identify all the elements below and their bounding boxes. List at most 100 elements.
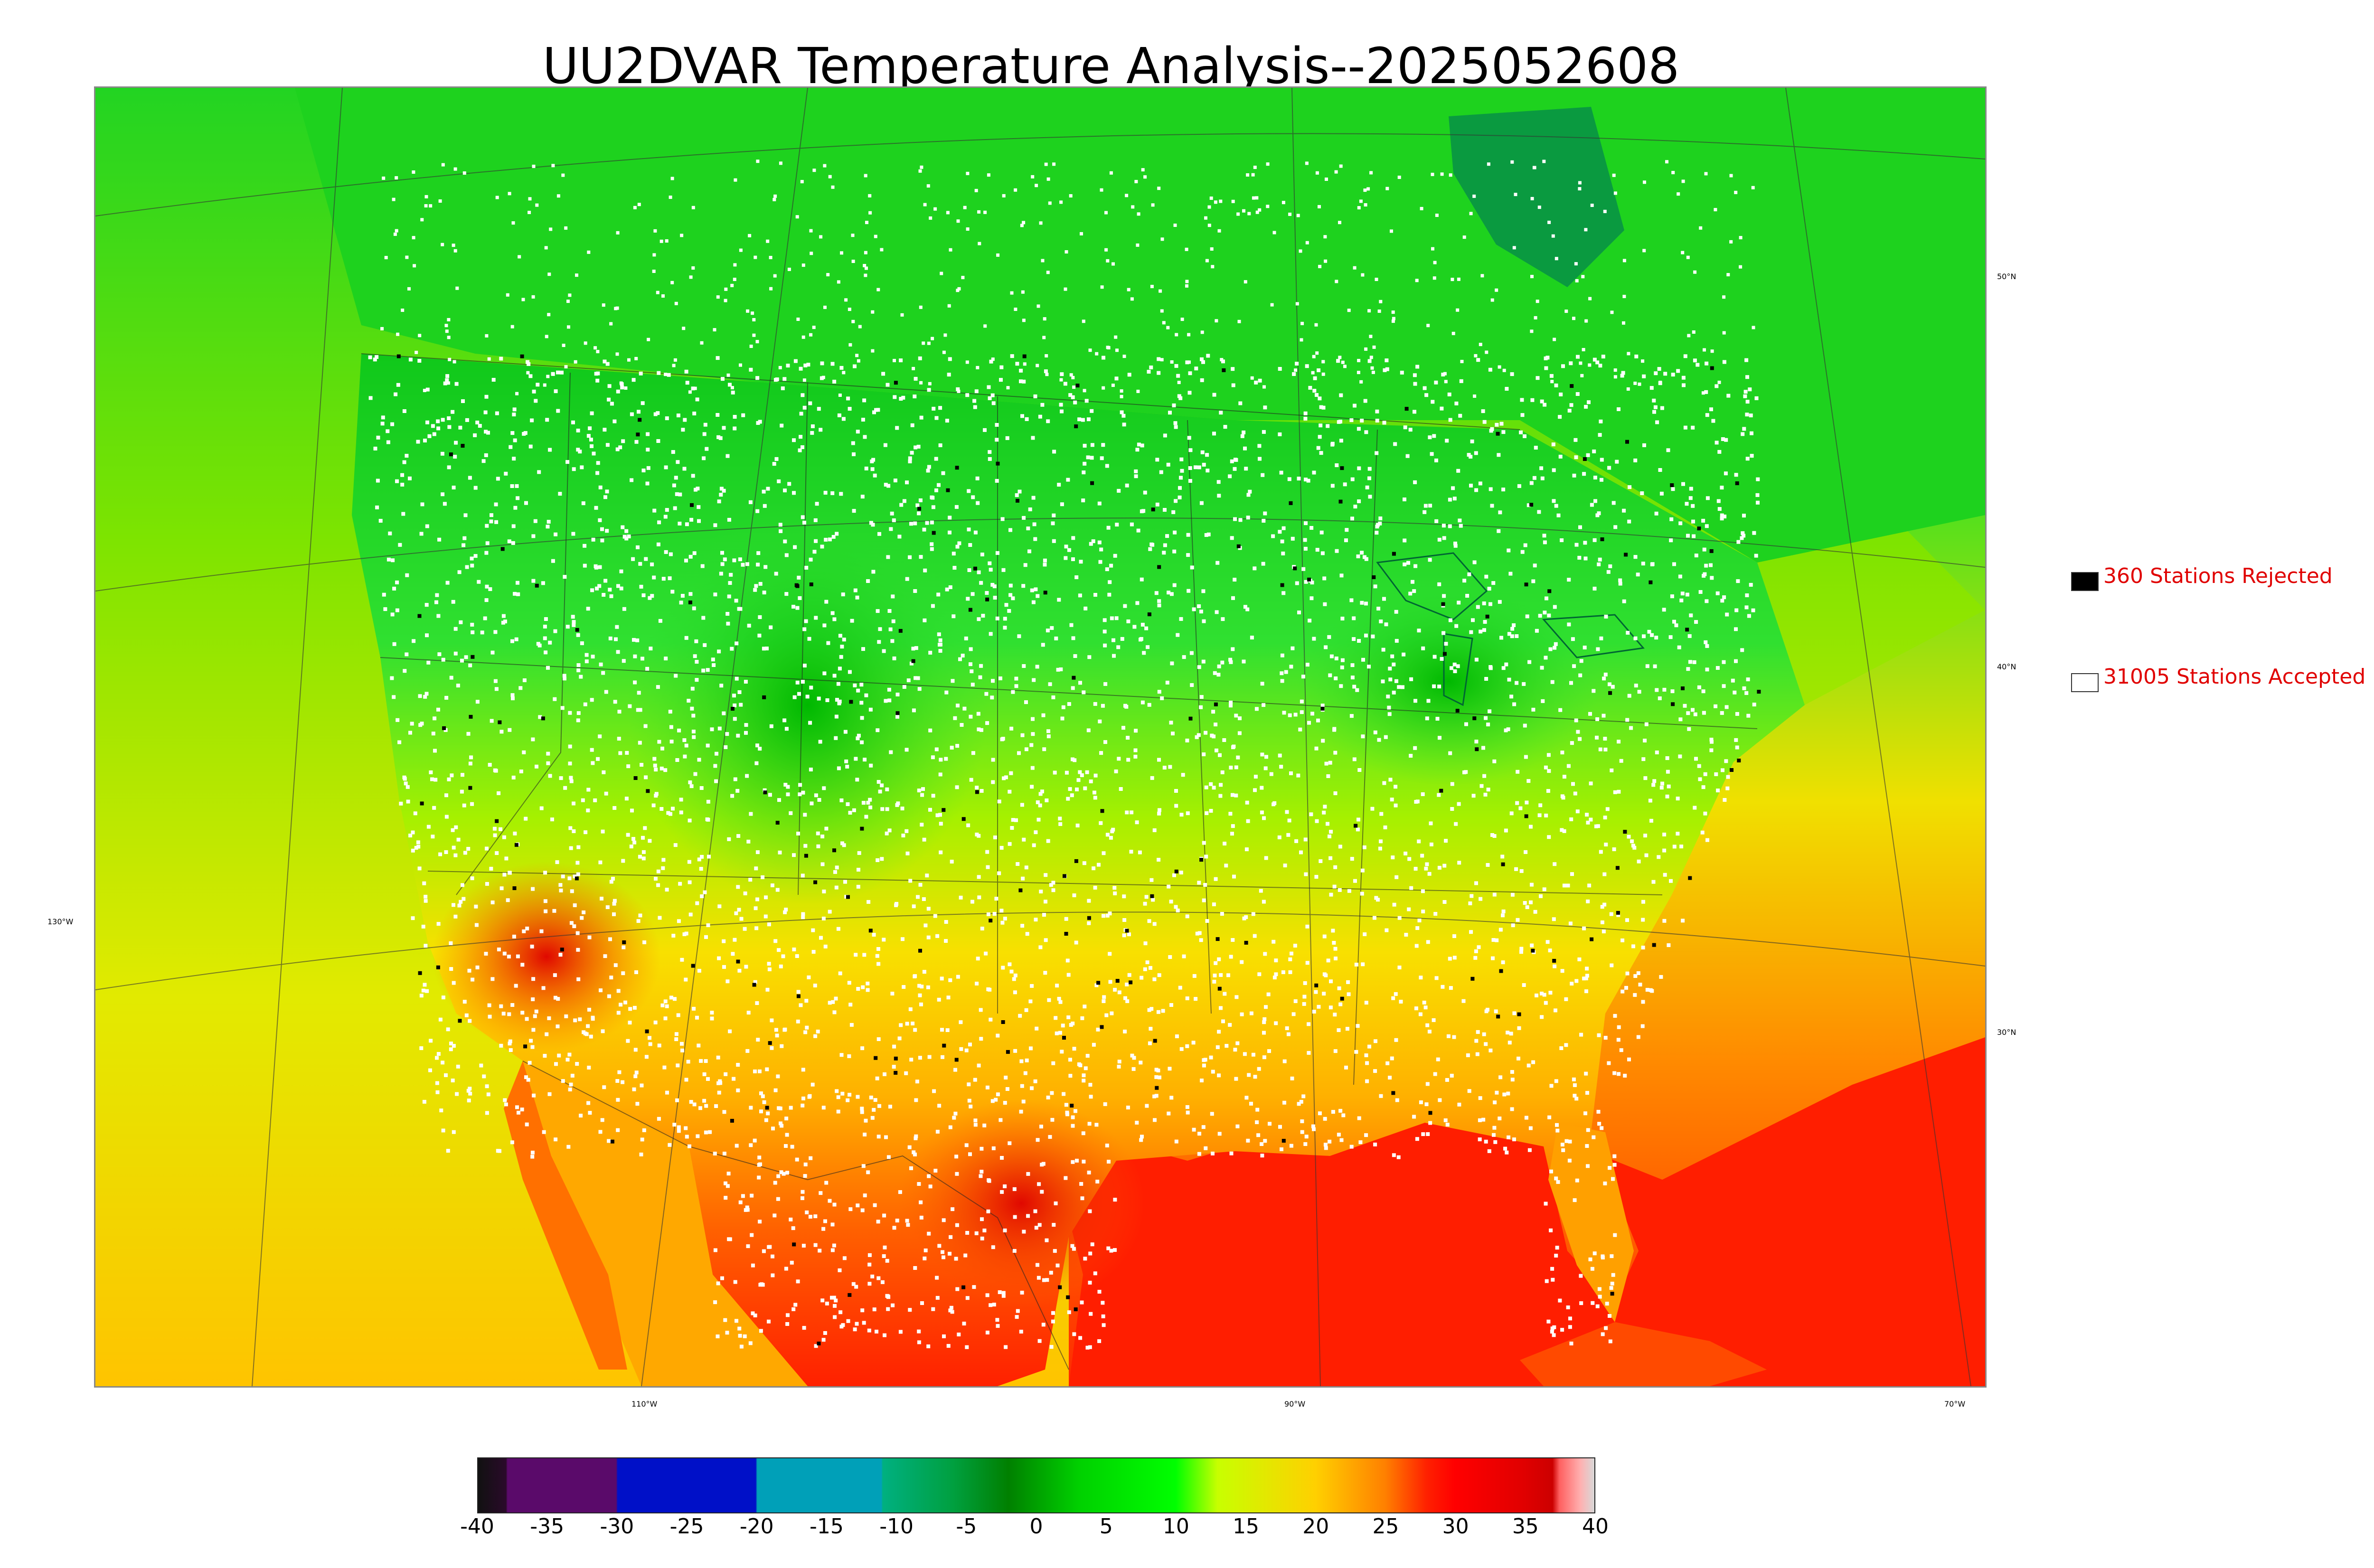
station-marker-accepted	[1578, 737, 1582, 741]
station-marker-rejected	[1280, 583, 1284, 587]
station-marker-accepted	[1285, 810, 1289, 814]
station-marker-accepted	[624, 529, 629, 533]
station-marker-accepted	[1367, 665, 1371, 669]
station-marker-accepted	[725, 612, 730, 616]
station-marker-accepted	[1232, 744, 1236, 749]
station-marker-accepted	[755, 850, 760, 854]
station-marker-accepted	[1382, 421, 1386, 425]
station-marker-accepted	[1470, 439, 1474, 443]
station-marker-accepted	[1743, 390, 1748, 394]
station-marker-accepted	[568, 293, 572, 297]
station-marker-accepted	[1329, 892, 1333, 897]
station-marker-accepted	[1561, 364, 1565, 368]
station-marker-accepted	[1331, 929, 1335, 933]
station-marker-accepted	[836, 1095, 840, 1099]
station-marker-accepted	[828, 537, 832, 542]
station-marker-accepted	[1391, 310, 1395, 314]
station-marker-accepted	[1546, 753, 1551, 757]
station-marker-accepted	[1658, 381, 1662, 384]
station-marker-accepted	[641, 856, 646, 861]
station-marker-accepted	[684, 369, 688, 374]
station-marker-accepted	[918, 993, 922, 997]
station-marker-accepted	[838, 667, 842, 671]
station-marker-accepted	[1367, 309, 1371, 313]
station-marker-accepted	[1161, 1009, 1165, 1013]
station-marker-accepted	[1185, 247, 1188, 251]
station-marker-accepted	[786, 364, 790, 368]
station-marker-accepted	[899, 503, 904, 507]
station-marker-accepted	[1632, 845, 1637, 850]
station-marker-accepted	[436, 1052, 441, 1056]
station-marker-accepted	[744, 965, 748, 969]
station-marker-accepted	[1309, 812, 1313, 817]
station-marker-rejected	[468, 786, 472, 790]
station-marker-accepted	[1464, 770, 1468, 774]
station-marker-accepted	[838, 1268, 842, 1272]
station-marker-accepted	[982, 1123, 987, 1127]
station-marker-accepted	[1755, 493, 1760, 497]
station-marker-accepted	[1031, 717, 1035, 721]
station-marker-accepted	[1516, 770, 1520, 774]
station-marker-accepted	[576, 448, 580, 452]
station-marker-accepted	[473, 433, 477, 437]
station-marker-accepted	[550, 817, 554, 822]
station-marker-accepted	[1214, 961, 1218, 965]
station-marker-accepted	[920, 823, 924, 827]
station-marker-accepted	[1051, 881, 1055, 885]
station-marker-accepted	[393, 232, 397, 236]
station-marker-accepted	[914, 1136, 918, 1140]
station-marker-accepted	[1497, 453, 1501, 457]
station-marker-accepted	[1449, 986, 1453, 990]
station-marker-accepted	[880, 807, 885, 811]
station-marker-accepted	[838, 971, 842, 976]
station-marker-accepted	[1107, 1160, 1111, 1164]
station-marker-accepted	[1331, 1110, 1335, 1114]
station-marker-accepted	[1023, 1071, 1027, 1075]
station-marker-accepted	[966, 597, 970, 601]
station-marker-accepted	[1569, 817, 1573, 821]
station-marker-accepted	[667, 373, 671, 377]
station-marker-accepted	[1495, 938, 1499, 942]
station-marker-accepted	[1003, 1184, 1007, 1188]
station-marker-accepted	[1602, 902, 1607, 907]
station-marker-accepted	[700, 564, 705, 568]
station-marker-rejected	[1157, 565, 1161, 569]
station-marker-accepted	[1360, 601, 1364, 605]
station-marker-accepted	[1083, 1066, 1088, 1070]
station-marker-accepted	[804, 999, 809, 1003]
station-marker-accepted	[759, 1329, 763, 1333]
station-marker-accepted	[639, 584, 643, 589]
station-marker-accepted	[775, 888, 780, 892]
station-marker-accepted	[1741, 531, 1745, 535]
station-marker-accepted	[566, 300, 570, 303]
station-marker-accepted	[803, 1162, 808, 1166]
station-marker-accepted	[1467, 453, 1471, 457]
station-marker-accepted	[1205, 453, 1209, 457]
station-marker-rejected	[1697, 526, 1701, 531]
station-marker-accepted	[909, 1058, 914, 1062]
station-marker-rejected	[622, 940, 626, 944]
station-marker-accepted	[1485, 350, 1488, 354]
station-marker-accepted	[1373, 1142, 1377, 1146]
station-marker-accepted	[1066, 973, 1071, 977]
station-marker-rejected	[911, 659, 915, 663]
station-marker-accepted	[564, 365, 568, 369]
station-marker-accepted	[1220, 358, 1224, 362]
station-marker-accepted	[763, 914, 768, 919]
station-marker-accepted	[593, 798, 597, 802]
station-marker-accepted	[1071, 1160, 1075, 1164]
station-marker-accepted	[839, 1053, 844, 1057]
station-marker-accepted	[1157, 371, 1161, 375]
station-marker-accepted	[1740, 648, 1744, 652]
station-marker-accepted	[1431, 172, 1434, 176]
station-marker-accepted	[855, 354, 859, 357]
station-marker-accepted	[436, 419, 440, 423]
station-marker-accepted	[1497, 529, 1501, 533]
station-marker-accepted	[977, 895, 981, 900]
station-marker-accepted	[1148, 547, 1152, 551]
station-marker-accepted	[1209, 782, 1213, 786]
station-marker-accepted	[1512, 623, 1516, 627]
station-marker-accepted	[1520, 398, 1524, 402]
station-marker-accepted	[840, 251, 843, 255]
station-marker-accepted	[404, 781, 408, 786]
